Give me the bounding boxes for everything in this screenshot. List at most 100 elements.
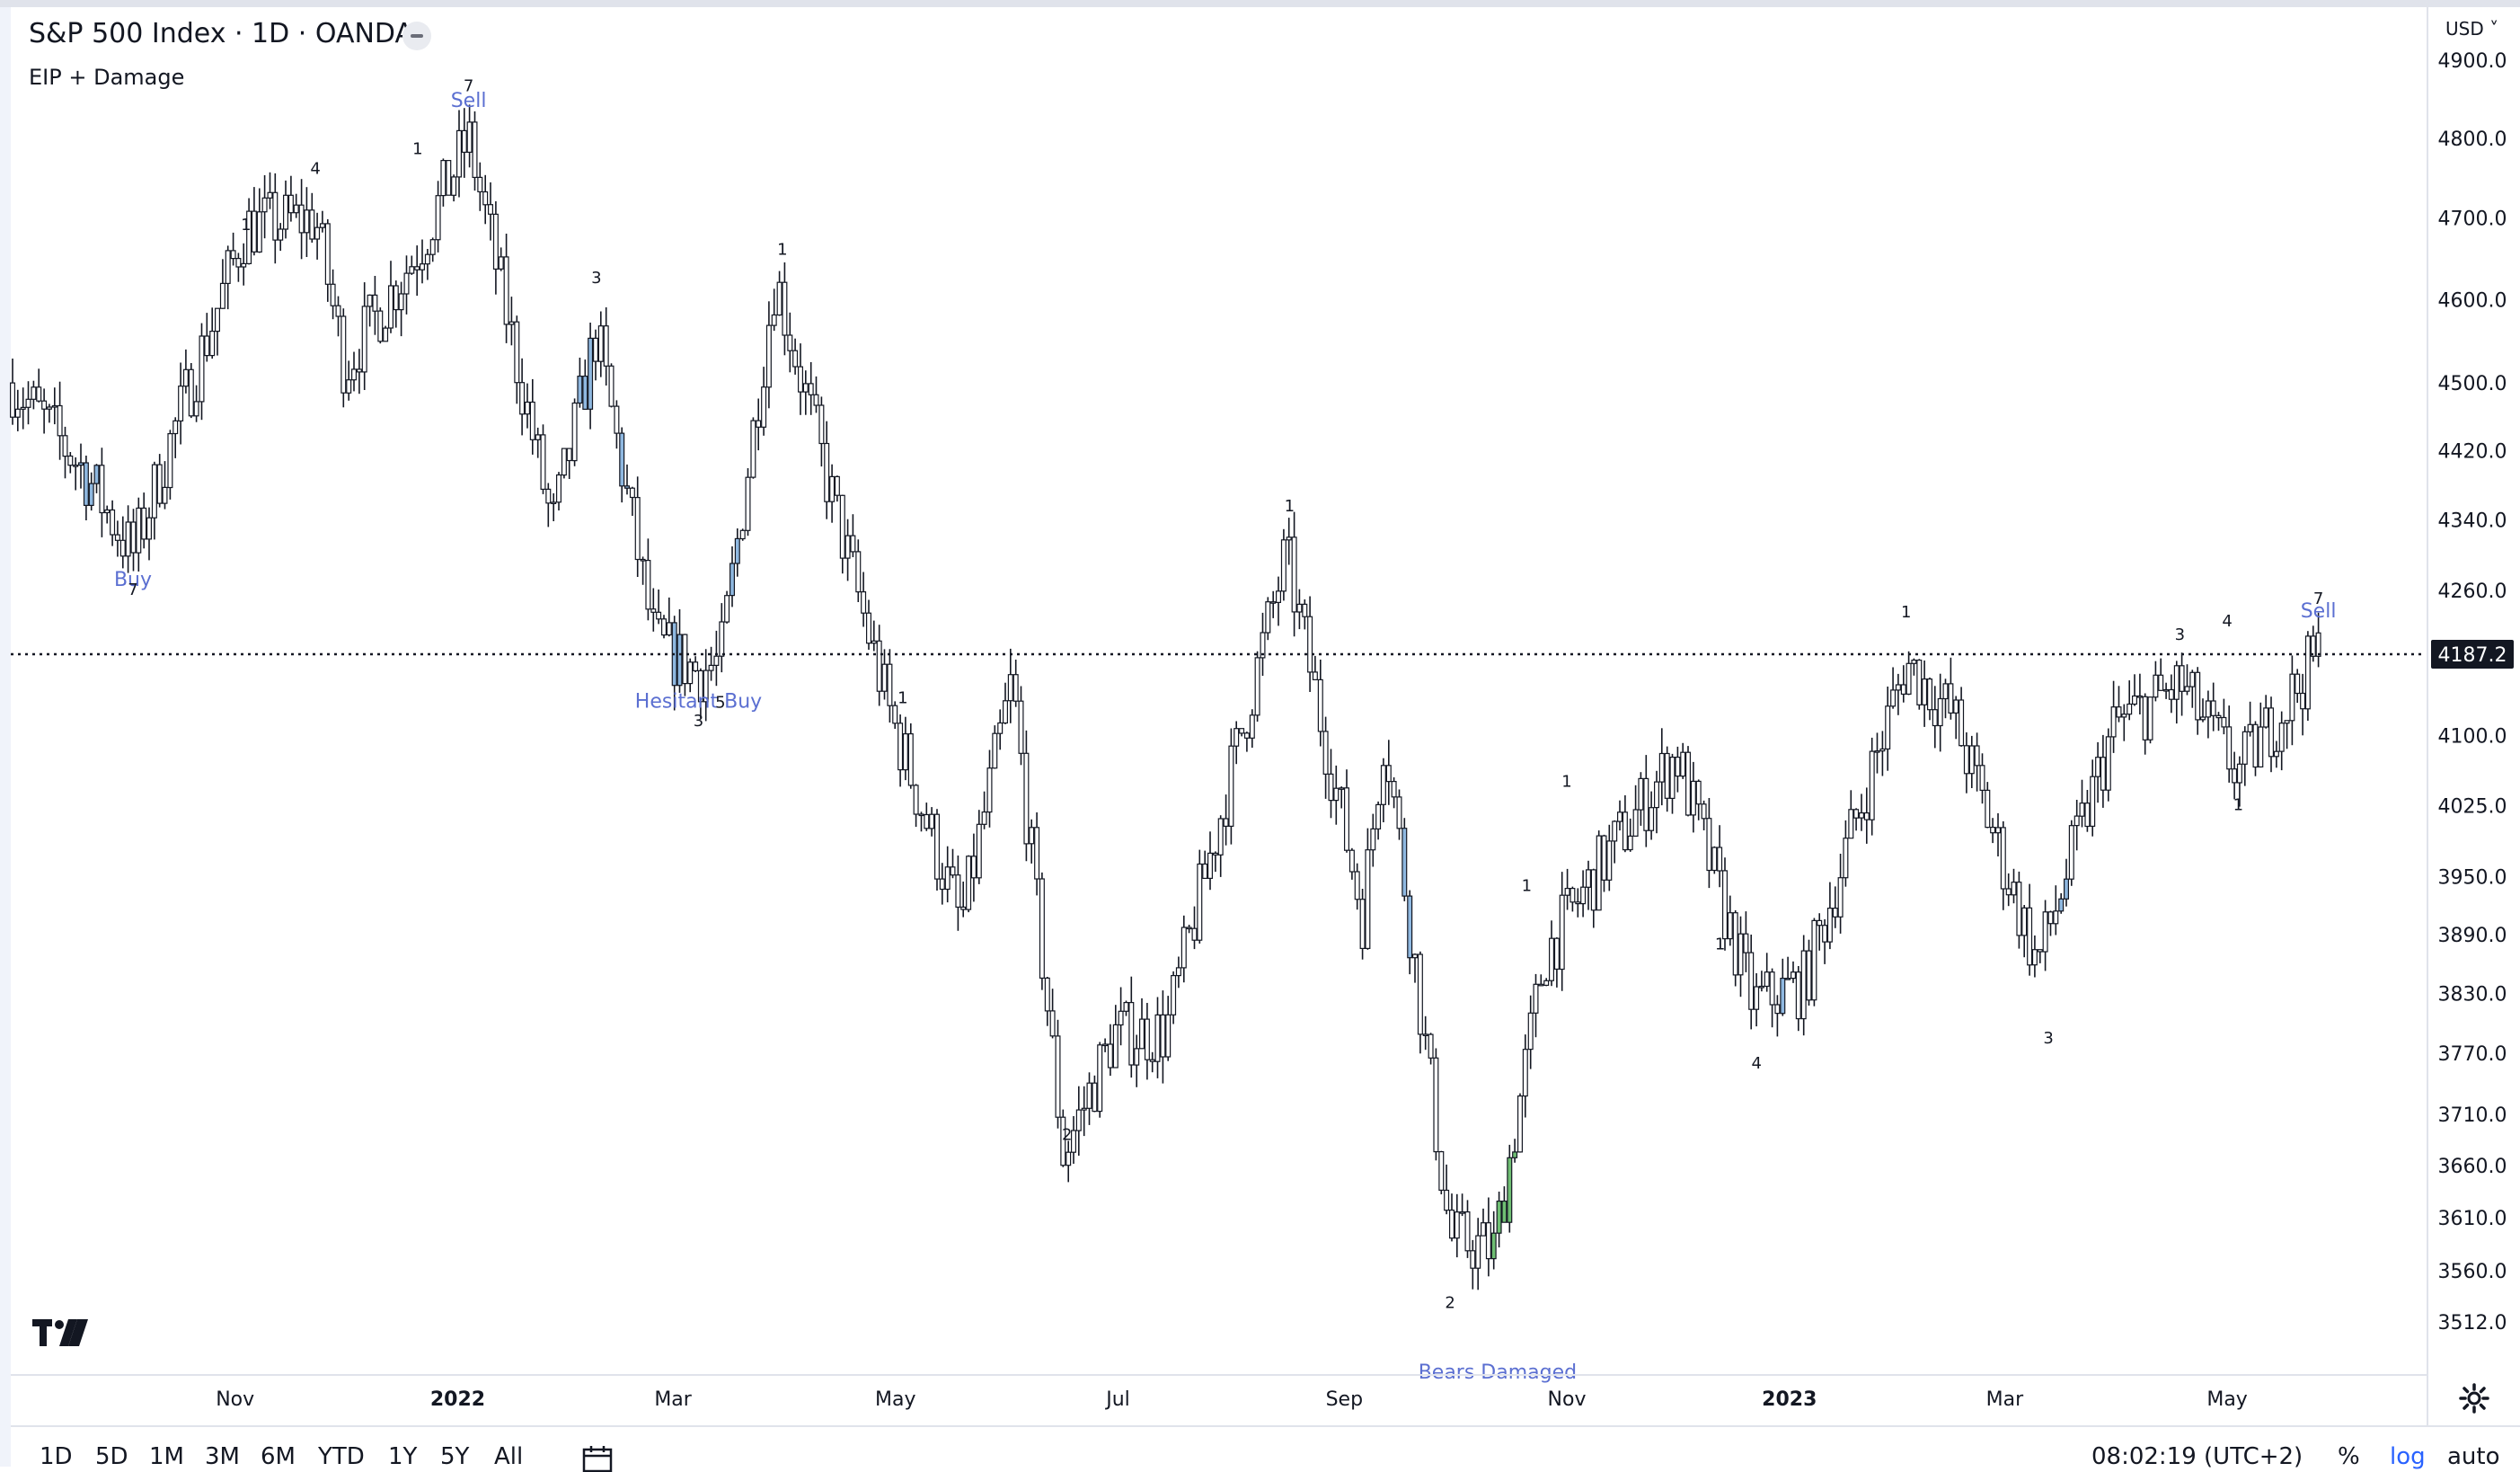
candle: [955, 856, 961, 931]
auto-toggle[interactable]: auto: [2447, 1443, 2500, 1470]
candle: [1890, 667, 1897, 709]
candle: [182, 349, 189, 394]
candle: [1128, 976, 1135, 1078]
candle: [1848, 790, 1854, 839]
signal-label: Sell: [2301, 600, 2337, 623]
candle: [970, 833, 977, 902]
candle: [703, 649, 709, 722]
candle: [77, 443, 84, 489]
candle: [93, 464, 100, 493]
signal-label: Sell: [451, 90, 487, 112]
candle: [540, 424, 546, 494]
range-1d-button[interactable]: 1D: [40, 1443, 73, 1470]
candle: [724, 590, 730, 624]
candle: [2315, 612, 2321, 668]
count-label: 1: [241, 216, 251, 235]
candle: [1202, 850, 1208, 879]
candle: [114, 520, 120, 557]
candle: [1454, 1193, 1460, 1258]
candle: [1932, 686, 1938, 749]
candle: [1049, 989, 1056, 1039]
candle: [356, 349, 362, 395]
candle: [125, 505, 131, 573]
candle: [756, 398, 762, 451]
candle: [1606, 824, 1613, 891]
candle: [1448, 1193, 1455, 1242]
candle: [377, 307, 384, 344]
candle: [1023, 730, 1030, 862]
range-6m-button[interactable]: 6M: [261, 1443, 296, 1470]
candle: [514, 315, 520, 404]
range-1m-button[interactable]: 1M: [149, 1443, 184, 1470]
price-tick-label: 4900.0: [2438, 50, 2507, 73]
candle: [215, 307, 221, 356]
svg-text:4187.2: 4187.2: [2438, 644, 2507, 667]
range-5d-button[interactable]: 5D: [95, 1443, 128, 1470]
gear-icon[interactable]: [2458, 1382, 2490, 1414]
candle: [855, 539, 862, 602]
candle: [1407, 890, 1413, 975]
candle: [1333, 765, 1340, 825]
collapse-icon[interactable]: [402, 22, 431, 50]
price-tick-label: 3560.0: [2438, 1261, 2507, 1283]
range-all-button[interactable]: All: [494, 1443, 524, 1470]
candle: [199, 323, 205, 421]
price-tick-label: 3660.0: [2438, 1156, 2507, 1178]
candle: [1664, 746, 1670, 812]
candle: [1480, 1208, 1486, 1237]
candle: [57, 381, 63, 460]
candle: [1769, 968, 1775, 1028]
candle: [966, 855, 972, 913]
candle: [1817, 913, 1823, 951]
candle: [451, 174, 457, 202]
range-3m-button[interactable]: 3M: [205, 1443, 240, 1470]
candle: [765, 301, 772, 409]
candle: [2047, 910, 2054, 936]
candle: [1900, 665, 1906, 703]
calendar-icon[interactable]: [582, 1445, 613, 1472]
clock-timezone[interactable]: 08:02:19 (UTC+2): [2091, 1443, 2303, 1470]
tradingview-logo[interactable]: [32, 1317, 90, 1352]
currency-select[interactable]: USD ˅: [2445, 18, 2499, 40]
candle: [304, 187, 310, 257]
count-label: 4: [310, 160, 320, 179]
range-1y-button[interactable]: 1Y: [388, 1443, 418, 1470]
candle: [1916, 659, 1923, 710]
range-5y-button[interactable]: 5Y: [440, 1443, 470, 1470]
candle: [1422, 1015, 1428, 1051]
candle: [1029, 819, 1035, 864]
candle: [529, 378, 535, 455]
candle: [1806, 939, 1812, 1006]
candle: [10, 359, 16, 425]
candle: [519, 358, 526, 436]
candle: [1507, 1144, 1513, 1233]
candle: [797, 343, 803, 415]
price-tick-label: 3610.0: [2438, 1208, 2507, 1230]
candle: [2295, 669, 2301, 704]
candle: [813, 376, 819, 413]
candle: [2278, 711, 2285, 771]
candle: [1475, 1218, 1481, 1290]
candle: [1601, 834, 1607, 892]
candle: [1874, 732, 1880, 774]
count-label: 3: [591, 269, 601, 288]
candle: [219, 259, 225, 309]
candle: [1822, 918, 1828, 964]
candle: [1853, 808, 1860, 831]
percent-toggle[interactable]: %: [2338, 1443, 2360, 1470]
candle: [745, 468, 751, 536]
candle: [808, 362, 814, 415]
log-toggle[interactable]: log: [2390, 1443, 2426, 1470]
candle: [1197, 849, 1203, 944]
range-ytd-button[interactable]: YTD: [318, 1443, 365, 1470]
indicator-name[interactable]: EIP + Damage: [29, 65, 185, 90]
candle: [818, 396, 825, 467]
candle: [1953, 696, 1959, 740]
candle: [1490, 1210, 1497, 1270]
candle: [1154, 997, 1161, 1078]
candle: [1391, 777, 1397, 809]
candle: [929, 807, 935, 837]
candle: [524, 383, 530, 429]
candle: [1328, 749, 1334, 819]
